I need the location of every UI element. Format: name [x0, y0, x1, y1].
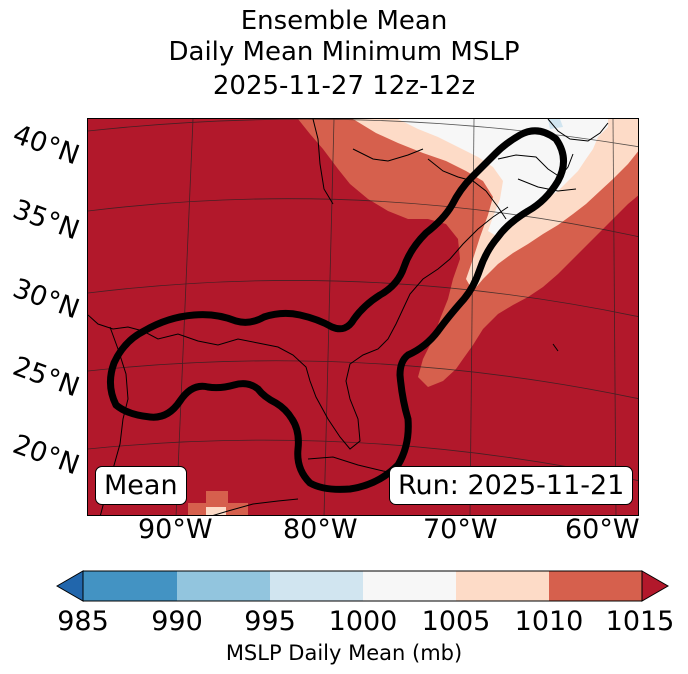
- graticule: [88, 119, 638, 515]
- mean-contour: [107, 127, 567, 493]
- colorbar-tick-1015: 1015: [605, 606, 675, 637]
- colorbar-tick-995: 995: [244, 606, 296, 637]
- colorbar-tick-985: 985: [57, 606, 109, 637]
- colorbar-extend-low: [55, 570, 84, 602]
- colorbar: [55, 570, 670, 602]
- colorbar-label: MSLP Daily Mean (mb): [225, 641, 463, 665]
- lat-label-30n: 30°N: [8, 272, 84, 326]
- colorbar-tick-1005: 1005: [421, 606, 491, 637]
- lat-label-40n: 40°N: [8, 118, 84, 172]
- colorbar-bin-1000-1005: [363, 571, 456, 601]
- lon-label-80w: 80°W: [283, 514, 358, 545]
- map-svg: [88, 119, 638, 515]
- lon-label-70w: 70°W: [423, 514, 498, 545]
- colorbar-bin-995-1000: [270, 571, 363, 601]
- mean-label-box: Mean: [95, 466, 187, 505]
- lon-label-60w: 60°W: [565, 514, 640, 545]
- pressure-field-990-995: [548, 119, 563, 129]
- colorbar-bin-985-990: [83, 571, 177, 601]
- colorbar-outline: [82, 570, 643, 602]
- title-line-2: Daily Mean Minimum MSLP: [168, 37, 520, 67]
- colorbar-extend-high: [641, 570, 670, 602]
- pressure-field-south-1005-1010: [188, 491, 248, 515]
- title-line-3: 2025-11-27 12z-12z: [212, 71, 476, 101]
- pressure-field-995-1000: [398, 119, 608, 237]
- lon-label-90w: 90°W: [138, 514, 213, 545]
- colorbar-bin-990-995: [177, 571, 270, 601]
- lat-label-20n: 20°N: [8, 428, 84, 482]
- colorbar-tick-990: 990: [151, 606, 203, 637]
- colorbar-tick-1000: 1000: [328, 606, 398, 637]
- lat-label-25n: 25°N: [8, 350, 84, 404]
- colorbar-bin-1010-1015: [549, 571, 642, 601]
- lat-label-35n: 35°N: [8, 193, 84, 247]
- title-line-1: Ensemble Mean: [240, 6, 448, 36]
- map-panel: [87, 118, 639, 516]
- colorbar-tick-1010: 1010: [514, 606, 584, 637]
- colorbar-bin-1005-1010: [456, 571, 549, 601]
- run-date-box: Run: 2025-11-21: [389, 466, 634, 505]
